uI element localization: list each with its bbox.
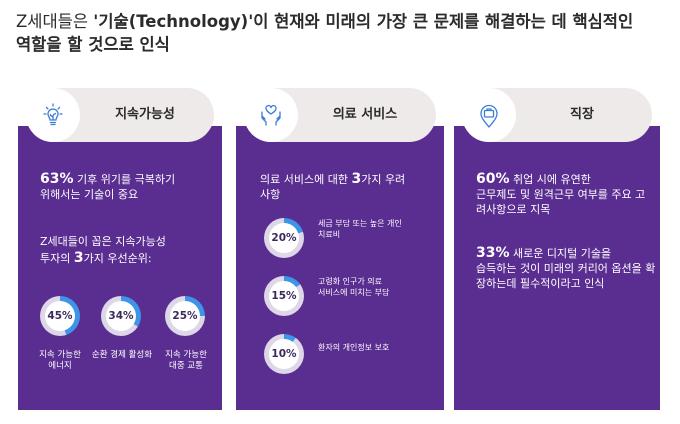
sustainability-donut-2-value: 34% bbox=[106, 301, 136, 331]
medical-donut-2: 15% bbox=[264, 276, 304, 316]
medical-donut-1-caption: 세금 부담 또는 높은 개인 치료비 bbox=[318, 219, 402, 239]
heart-hands-icon bbox=[244, 88, 298, 142]
work-stat-1-pct: 60% bbox=[476, 171, 510, 187]
sustainability-title: 지속가능성 bbox=[115, 107, 175, 122]
work-stat-2: 33% 새로운 디지털 기술을 습득하는 것이 미래의 커리어 옵션을 확장하는… bbox=[476, 246, 656, 291]
work-stat-1-line1: 취업 시에 유연한 bbox=[509, 173, 591, 186]
sustainability-stat: 63% 기후 위기를 극복하기 위해서는 기술이 중요 bbox=[40, 172, 210, 202]
headline-post: 이 현재와 미래의 가장 큰 문제를 해결하는 데 핵심적인 bbox=[253, 12, 634, 31]
sustainability-header: 지속가능성 bbox=[26, 88, 214, 142]
briefcase-pin-icon bbox=[462, 88, 516, 142]
medical-header: 의료 서비스 bbox=[244, 88, 436, 142]
work-header: 직장 bbox=[462, 88, 652, 142]
headline-emphasis: '기술(Technology)' bbox=[93, 12, 254, 31]
sustainability-card: 지속가능성 63% 기후 위기를 극복하기 위해서는 기술이 중요 Z세대들이 … bbox=[18, 88, 222, 410]
medical-donut-3: 10% bbox=[264, 334, 304, 374]
sustainability-donut-2: 34% bbox=[101, 296, 141, 336]
medical-intro-line2: 사항 bbox=[260, 188, 281, 201]
medical-intro: 의료 서비스에 대한 3가지 우려 사항 bbox=[260, 172, 436, 202]
medical-intro-num: 3 bbox=[351, 171, 362, 187]
work-panel bbox=[454, 126, 660, 410]
medical-donut-3-value: 10% bbox=[269, 339, 299, 369]
sustainability-sub-line2-post: 가지 우선순위: bbox=[83, 252, 152, 265]
sustainability-panel bbox=[18, 126, 222, 410]
medical-donut-1: 20% bbox=[264, 218, 304, 258]
sustainability-donut-3-value: 25% bbox=[170, 301, 200, 331]
work-stat-2-rest: 습득하는 것이 미래의 커리어 옵션을 확장하는데 필수적이라고 인식 bbox=[476, 262, 656, 290]
sustainability-donut-3-caption: 지속 가능한 대중 교통 bbox=[165, 350, 207, 371]
sustainability-donut-1-value: 45% bbox=[45, 301, 75, 331]
headline: Z세대들은 '기술(Technology)'이 현재와 미래의 가장 큰 문제를… bbox=[16, 10, 666, 56]
sustainability-stat-line1: 기후 위기를 극복하기 bbox=[73, 173, 176, 186]
sustainability-sub-line2-pre: 투자의 bbox=[40, 252, 74, 265]
sustainability-donut-2-caption: 순환 경제 활성화 bbox=[91, 350, 153, 360]
sustainability-donut-3: 25% bbox=[165, 296, 205, 336]
medical-title: 의료 서비스 bbox=[332, 107, 398, 122]
work-stat-2-line1: 새로운 디지털 기술을 bbox=[509, 247, 612, 260]
medical-intro-post: 가지 우려 bbox=[361, 173, 406, 186]
headline-line2: 역할을 할 것으로 인식 bbox=[16, 35, 170, 54]
work-title: 직장 bbox=[570, 107, 594, 122]
work-stat-1: 60% 취업 시에 유연한 근무제도 및 원격근무 여부를 주요 고려사항으로 … bbox=[476, 172, 652, 217]
medical-card: 의료 서비스 의료 서비스에 대한 3가지 우려 사항 20% 세금 부담 또는… bbox=[236, 88, 444, 410]
medical-donut-2-value: 15% bbox=[269, 281, 299, 311]
work-stat-1-rest: 근무제도 및 원격근무 여부를 주요 고려사항으로 지목 bbox=[476, 188, 646, 216]
work-card: 직장 60% 취업 시에 유연한 근무제도 및 원격근무 여부를 주요 고려사항… bbox=[454, 88, 660, 410]
sustainability-stat-line2: 위해서는 기술이 중요 bbox=[40, 188, 139, 201]
medical-donut-2-caption: 고령화 인구가 의료 서비스에 미치는 부담 bbox=[318, 277, 390, 297]
medical-intro-pre: 의료 서비스에 대한 bbox=[260, 173, 352, 186]
sustainability-sub-num: 3 bbox=[73, 250, 84, 266]
work-stat-2-pct: 33% bbox=[476, 245, 510, 261]
lightbulb-icon bbox=[26, 88, 80, 142]
medical-panel bbox=[236, 126, 444, 410]
medical-donut-3-caption: 환자의 개인정보 보호 bbox=[318, 343, 390, 352]
sustainability-stat-pct: 63% bbox=[40, 171, 74, 187]
sustainability-donut-1: 45% bbox=[40, 296, 80, 336]
medical-donut-1-value: 20% bbox=[269, 223, 299, 253]
headline-pre: Z세대들은 bbox=[16, 12, 94, 31]
sustainability-subheading: Z세대들이 꼽은 지속가능성 투자의 3가지 우선순위: bbox=[40, 234, 210, 267]
sustainability-donut-1-caption: 지속 가능한 에너지 bbox=[39, 350, 81, 371]
sustainability-sub-line1: Z세대들이 꼽은 지속가능성 bbox=[40, 235, 166, 248]
